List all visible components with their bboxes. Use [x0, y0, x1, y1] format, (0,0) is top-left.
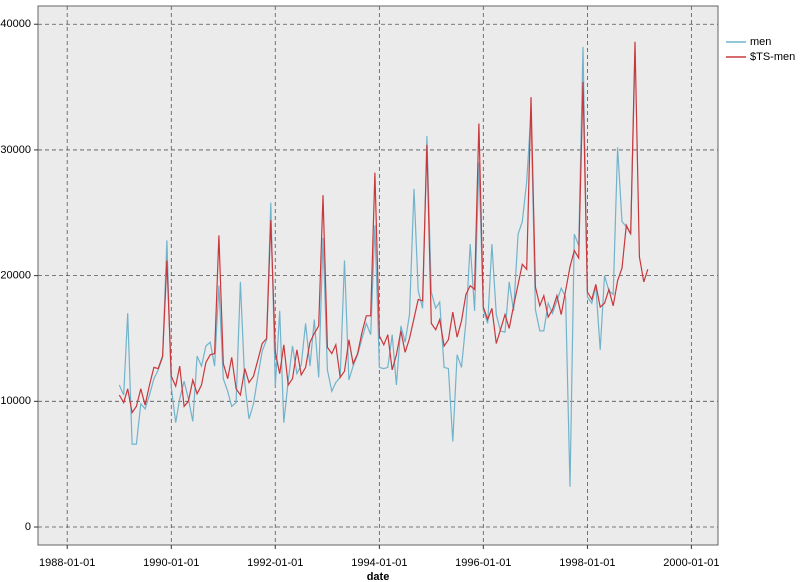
y-tick-label: 10000 — [0, 395, 31, 407]
x-tick-label: 1998-01-01 — [559, 557, 615, 569]
series-line — [118, 46, 636, 487]
series-line — [118, 41, 649, 415]
x-tick-label: 1996-01-01 — [455, 557, 511, 569]
legend-label: men — [750, 36, 771, 48]
x-tick-label: 1990-01-01 — [143, 557, 199, 569]
y-tick-label: 0 — [25, 521, 31, 533]
x-tick-label: 2000-01-01 — [663, 557, 719, 569]
x-axis-label: date — [367, 571, 390, 582]
x-tick-label: 1994-01-01 — [351, 557, 407, 569]
x-tick-label: 1988-01-01 — [39, 557, 95, 569]
legend-label: $TS-men — [750, 51, 795, 63]
y-tick-label: 40000 — [0, 18, 31, 30]
x-tick-label: 1992-01-01 — [247, 557, 303, 569]
y-tick-label: 20000 — [0, 270, 31, 282]
y-tick-label: 30000 — [0, 144, 31, 156]
